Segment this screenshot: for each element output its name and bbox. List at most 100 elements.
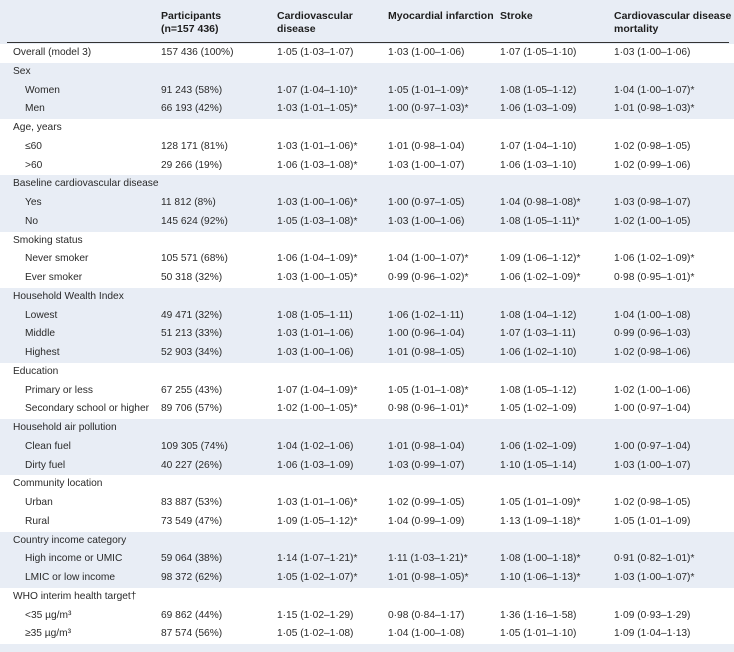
table-row: Never smoker 105 571 (68%) 1·06 (1·04–1·09… xyxy=(0,252,734,271)
header-stroke: Stroke xyxy=(500,10,533,22)
row-label: ≥35 µg/m³ xyxy=(25,628,71,640)
table-row: Rural 73 549 (47%) 1·09 (1·05–1·12)* 1·04 (… xyxy=(0,515,734,534)
cell-cvd: 1·06 (1·04–1·09)* xyxy=(277,253,358,265)
section-row: Baseline cardiovascular disease xyxy=(0,177,734,196)
cell-mi: 1·02 (0·99–1·05) xyxy=(388,497,465,508)
cell-cvd: 1·03 (1·00–1·06)* xyxy=(277,197,358,208)
cell-participants: 128 171 (81%) xyxy=(161,140,228,152)
cell-participants: 73 549 (47%) xyxy=(161,515,223,527)
cell-participants: 87 574 (56%) xyxy=(161,628,223,640)
cell-participants: 50 318 (32%) xyxy=(161,272,223,283)
row-label: Men xyxy=(25,103,45,115)
cell-cvd: 1·03 (1·01–1·06)* xyxy=(277,497,358,508)
row-group: Overall (model 3) 157 436 (100%) 1·05 (1·0… xyxy=(0,44,734,63)
cell-stroke: 1·36 (1·16–1·58) xyxy=(500,609,577,621)
section-row: Community location xyxy=(0,477,734,496)
cell-mi: 1·04 (1·00–1·08) xyxy=(388,628,465,640)
header-participants: Participants (n=157 436) xyxy=(161,10,222,35)
cell-mortality: 1·03 (1·00–1·07)* xyxy=(614,572,695,583)
section-label: Baseline cardiovascular disease xyxy=(13,178,159,190)
cell-mi: 1·04 (1·00–1·07)* xyxy=(388,253,469,265)
row-label: Dirty fuel xyxy=(25,459,66,471)
cell-stroke: 1·05 (1·01–1·10) xyxy=(500,628,577,640)
cell-stroke: 1·06 (1·03–1·09) xyxy=(500,103,577,115)
row-label: LMIC or low income xyxy=(25,572,116,583)
row-group: Household Wealth Index Lowest 49 471 (32%)… xyxy=(0,288,734,363)
row-label: Clean fuel xyxy=(25,440,71,452)
cell-mortality: 0·91 (0·82–1·01)* xyxy=(614,553,695,565)
cell-cvd: 1·09 (1·05–1·12)* xyxy=(277,515,358,527)
cell-mi: 0·99 (0·96–1·02)* xyxy=(388,272,469,283)
cell-mortality: 1·02 (0·99–1·06) xyxy=(614,159,691,171)
cell-mi: 1·00 (0·97–1·05) xyxy=(388,197,465,208)
cell-mortality: 1·09 (1·04–1·13) xyxy=(614,628,691,640)
section-label: WHO interim health target† xyxy=(13,590,137,602)
cell-stroke: 1·07 (1·05–1·10) xyxy=(500,47,577,58)
row-label: Ever smoker xyxy=(25,272,83,283)
row-label: <35 µg/m³ xyxy=(25,609,72,621)
section-row: Education xyxy=(0,365,734,384)
cell-stroke: 1·08 (1·04–1·12) xyxy=(500,309,577,321)
cell-stroke: 1·05 (1·01–1·09)* xyxy=(500,497,581,508)
cell-stroke: 1·07 (1·03–1·11) xyxy=(500,328,576,340)
section-label: Community location xyxy=(13,478,103,490)
cell-mi: 0·98 (0·96–1·01)* xyxy=(388,403,469,415)
cell-mi: 1·01 (0·98–1·05)* xyxy=(388,572,469,583)
section-label: Smoking status xyxy=(13,234,83,246)
row-group: Baseline cardiovascular disease Yes 11 812… xyxy=(0,175,734,231)
cell-cvd: 1·05 (1·03–1·07) xyxy=(277,47,354,58)
cell-mortality: 1·03 (1·00–1·06) xyxy=(614,47,691,58)
table-row: Primary or less 67 255 (43%) 1·07 (1·04–1·… xyxy=(0,384,734,403)
cell-mortality: 1·09 (0·93–1·29) xyxy=(614,609,691,621)
row-label: Yes xyxy=(25,197,42,208)
cell-cvd: 1·06 (1·03–1·09) xyxy=(277,459,354,471)
cell-cvd: 1·14 (1·07–1·21)* xyxy=(277,553,358,565)
section-row: Country income category xyxy=(0,534,734,553)
row-label: Lowest xyxy=(25,309,58,321)
cell-mi: 1·11 (1·03–1·21)* xyxy=(388,553,468,565)
cell-mortality: 1·02 (0·98–1·05) xyxy=(614,497,691,508)
section-row: WHO interim health target† xyxy=(0,590,734,609)
cell-participants: 145 624 (92%) xyxy=(161,215,228,227)
cell-stroke: 1·10 (1·05–1·14) xyxy=(500,459,577,471)
cell-stroke: 1·08 (1·05–1·12) xyxy=(500,384,577,396)
table-row: Men 66 193 (42%) 1·03 (1·01–1·05)* 1·00 (0·… xyxy=(0,102,734,121)
cell-participants: 29 266 (19%) xyxy=(161,159,223,171)
cell-participants: 52 903 (34%) xyxy=(161,347,223,358)
cell-cvd: 1·03 (1·00–1·05)* xyxy=(277,272,358,283)
table-row: Women 91 243 (58%) 1·07 (1·04–1·10)* 1·05 (… xyxy=(0,84,734,103)
table-row: Clean fuel 109 305 (74%) 1·04 (1·02–1·06) 1… xyxy=(0,440,734,459)
row-group: Community location Urban 83 887 (53%) 1·03 … xyxy=(0,475,734,534)
cell-mi: 1·01 (0·98–1·05) xyxy=(388,347,465,358)
row-group: Smoking status Never smoker 105 571 (68%) 1… xyxy=(0,231,734,290)
row-label: High income or UMIC xyxy=(25,553,123,565)
cell-mi: 0·98 (0·84–1·17) xyxy=(388,609,465,621)
section-row: Smoking status xyxy=(0,234,734,253)
row-group: Age, years ≤60 128 171 (81%) 1·03 (1·01–1·0… xyxy=(0,119,734,176)
cell-mortality: 1·05 (1·01–1·09) xyxy=(614,515,691,527)
row-label: Highest xyxy=(25,347,60,358)
cell-mortality: 0·99 (0·96–1·03) xyxy=(614,328,691,340)
cell-participants: 98 372 (62%) xyxy=(161,572,223,583)
cell-stroke: 1·06 (1·02–1·09) xyxy=(500,440,577,452)
row-label: Never smoker xyxy=(25,253,89,265)
row-group: Sex Women 91 243 (58%) 1·07 (1·04–1·10)* 1·0… xyxy=(0,63,734,119)
header-rule xyxy=(7,42,729,43)
cell-mortality: 1·00 (0·97–1·04) xyxy=(614,403,691,415)
cell-mi: 1·03 (1·00–1·06) xyxy=(388,47,465,58)
cell-stroke: 1·13 (1·09–1·18)* xyxy=(500,515,581,527)
cell-cvd: 1·03 (1·01–1·06) xyxy=(277,328,354,340)
cell-mi: 1·03 (1·00–1·06) xyxy=(388,215,465,227)
table-row: Ever smoker 50 318 (32%) 1·03 (1·00–1·05)*… xyxy=(0,271,734,290)
cell-mi: 1·06 (1·02–1·11) xyxy=(388,309,464,321)
cell-stroke: 1·10 (1·06–1·13)* xyxy=(500,572,581,583)
cell-mi: 1·05 (1·01–1·08)* xyxy=(388,384,469,396)
section-row: Household Wealth Index xyxy=(0,290,734,309)
cell-stroke: 1·08 (1·05–1·11)* xyxy=(500,215,580,227)
header-mi: Myocardial infarction xyxy=(388,10,494,22)
table-row: High income or UMIC 59 064 (38%) 1·14 (1·0… xyxy=(0,552,734,571)
cell-cvd: 1·05 (1·02–1·07)* xyxy=(277,572,358,583)
cell-participants: 11 812 (8%) xyxy=(161,197,216,208)
row-label: Primary or less xyxy=(25,384,93,396)
cell-mi: 1·03 (1·00–1·07) xyxy=(388,159,465,171)
